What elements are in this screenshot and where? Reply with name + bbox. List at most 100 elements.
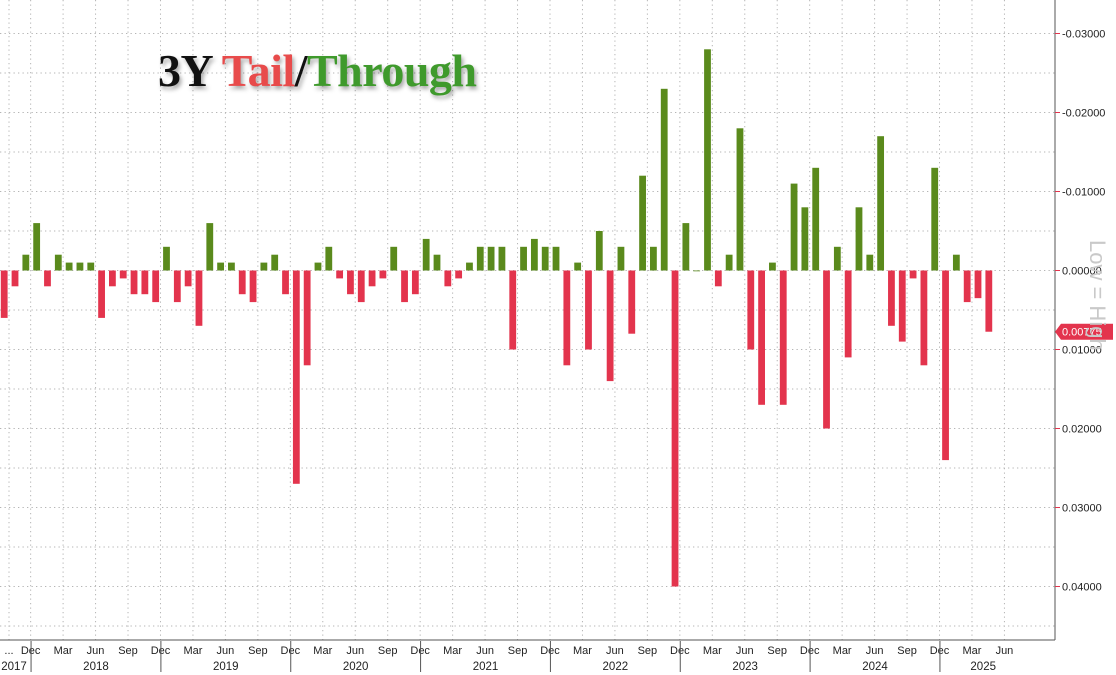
y-tick-label: 0.01000: [1062, 345, 1102, 357]
through-bar: [595, 231, 603, 271]
tail-bar: [823, 270, 830, 429]
through-bar: [65, 262, 73, 271]
tail-bar: [909, 270, 917, 279]
through-bar: [931, 167, 939, 271]
tail-bar: [509, 270, 517, 350]
title-slash: /: [294, 45, 308, 96]
x-month-label: Jun: [996, 645, 1014, 657]
x-month-label: Jun: [866, 645, 884, 657]
x-month-label: Sep: [378, 645, 398, 657]
title-through: Through: [307, 45, 477, 96]
chart-title: 3Y Tail/Through: [158, 44, 477, 97]
axes: [0, 0, 1056, 641]
through-bar: [736, 128, 744, 271]
through-bar: [498, 246, 506, 271]
x-month-label: Sep: [767, 645, 787, 657]
tail-bar: [119, 270, 127, 279]
through-bar: [54, 254, 62, 271]
through-bar: [639, 175, 646, 271]
through-bar: [812, 167, 820, 271]
tail-bar: [747, 270, 755, 350]
tail-bar: [152, 270, 160, 303]
through-bar: [704, 49, 711, 271]
y-tick-label: 0.04000: [1062, 582, 1102, 594]
through-bar: [574, 262, 582, 271]
tail-bar: [628, 270, 636, 334]
tail-bar: [963, 270, 971, 303]
x-axis-ticks: ...DecMarJunSepDecMarJunSepDecMarJunSepD…: [1, 641, 1013, 673]
y-tick-label: 0.00000: [1062, 266, 1102, 278]
y-tick-label: 0.03000: [1062, 503, 1102, 515]
x-month-label: Jun: [87, 645, 105, 657]
tail-bar: [985, 270, 993, 332]
through-bar: [877, 136, 885, 271]
through-bar: [650, 246, 657, 271]
x-year-label: 2021: [473, 661, 499, 673]
through-bar: [487, 246, 495, 271]
through-bar: [866, 254, 874, 271]
tail-bar: [282, 270, 289, 295]
y-tick-label: 0.02000: [1062, 424, 1102, 436]
tail-bar: [606, 270, 614, 382]
x-month-label: Mar: [573, 645, 592, 657]
tail-bar: [563, 270, 571, 366]
x-month-label: Mar: [313, 645, 332, 657]
through-bar: [541, 246, 549, 271]
x-month-label: Mar: [703, 645, 722, 657]
tail-bar: [974, 270, 982, 299]
tail-bar: [249, 270, 257, 303]
title-tail: Tail: [221, 45, 296, 96]
through-bar: [769, 262, 776, 271]
tail-bar: [347, 270, 354, 295]
x-month-label: ...: [4, 645, 13, 657]
tail-bar: [336, 270, 344, 279]
through-bar: [530, 238, 538, 271]
tail-bar: [844, 270, 852, 358]
tail-bar: [238, 270, 246, 295]
through-bar: [217, 262, 224, 271]
tail-bar: [379, 270, 387, 279]
tail-bar: [292, 270, 300, 484]
y-tick-label: -0.01000: [1062, 187, 1105, 199]
through-bar: [617, 246, 625, 271]
tail-bar: [303, 270, 311, 366]
x-month-label: Jun: [217, 645, 235, 657]
x-year-label: 2020: [343, 661, 369, 673]
x-year-label: 2018: [83, 661, 109, 673]
last-value-marker: 0.00775: [1055, 323, 1113, 340]
tail-bar: [401, 270, 408, 303]
tail-bar: [368, 270, 376, 287]
x-year-label: 2025: [970, 661, 996, 673]
tail-bar: [357, 270, 365, 303]
x-month-label: Mar: [963, 645, 982, 657]
through-bar: [801, 207, 809, 271]
bar-series: [0, 49, 993, 587]
through-bar: [22, 254, 30, 271]
x-month-label: Jun: [346, 645, 364, 657]
y-axis-ticks: -0.03000 -0.02000 -0.01000 0.00000 0.01000 0.…: [1055, 29, 1105, 594]
tail-bar: [44, 270, 51, 287]
through-bar: [228, 262, 235, 271]
tail-bar: [455, 270, 463, 279]
through-bar: [466, 262, 473, 271]
tail-bar: [11, 270, 19, 287]
gridlines: [0, 0, 1055, 640]
tail-bar: [888, 270, 895, 326]
x-month-label: Sep: [638, 645, 658, 657]
title-lead: 3Y: [158, 45, 222, 96]
through-bar: [206, 223, 214, 271]
x-month-label: Sep: [508, 645, 528, 657]
through-bar: [790, 183, 798, 271]
x-year-label: 2024: [862, 661, 888, 673]
tail-bar: [411, 270, 419, 295]
through-bar: [87, 262, 95, 271]
through-bar: [271, 254, 279, 271]
x-year-label: 2017: [1, 661, 27, 673]
tail-bar: [920, 270, 928, 366]
through-bar: [693, 270, 701, 272]
x-month-label: Sep: [118, 645, 138, 657]
through-bar: [725, 254, 733, 271]
tail-bar: [714, 270, 722, 287]
through-bar: [682, 223, 690, 271]
